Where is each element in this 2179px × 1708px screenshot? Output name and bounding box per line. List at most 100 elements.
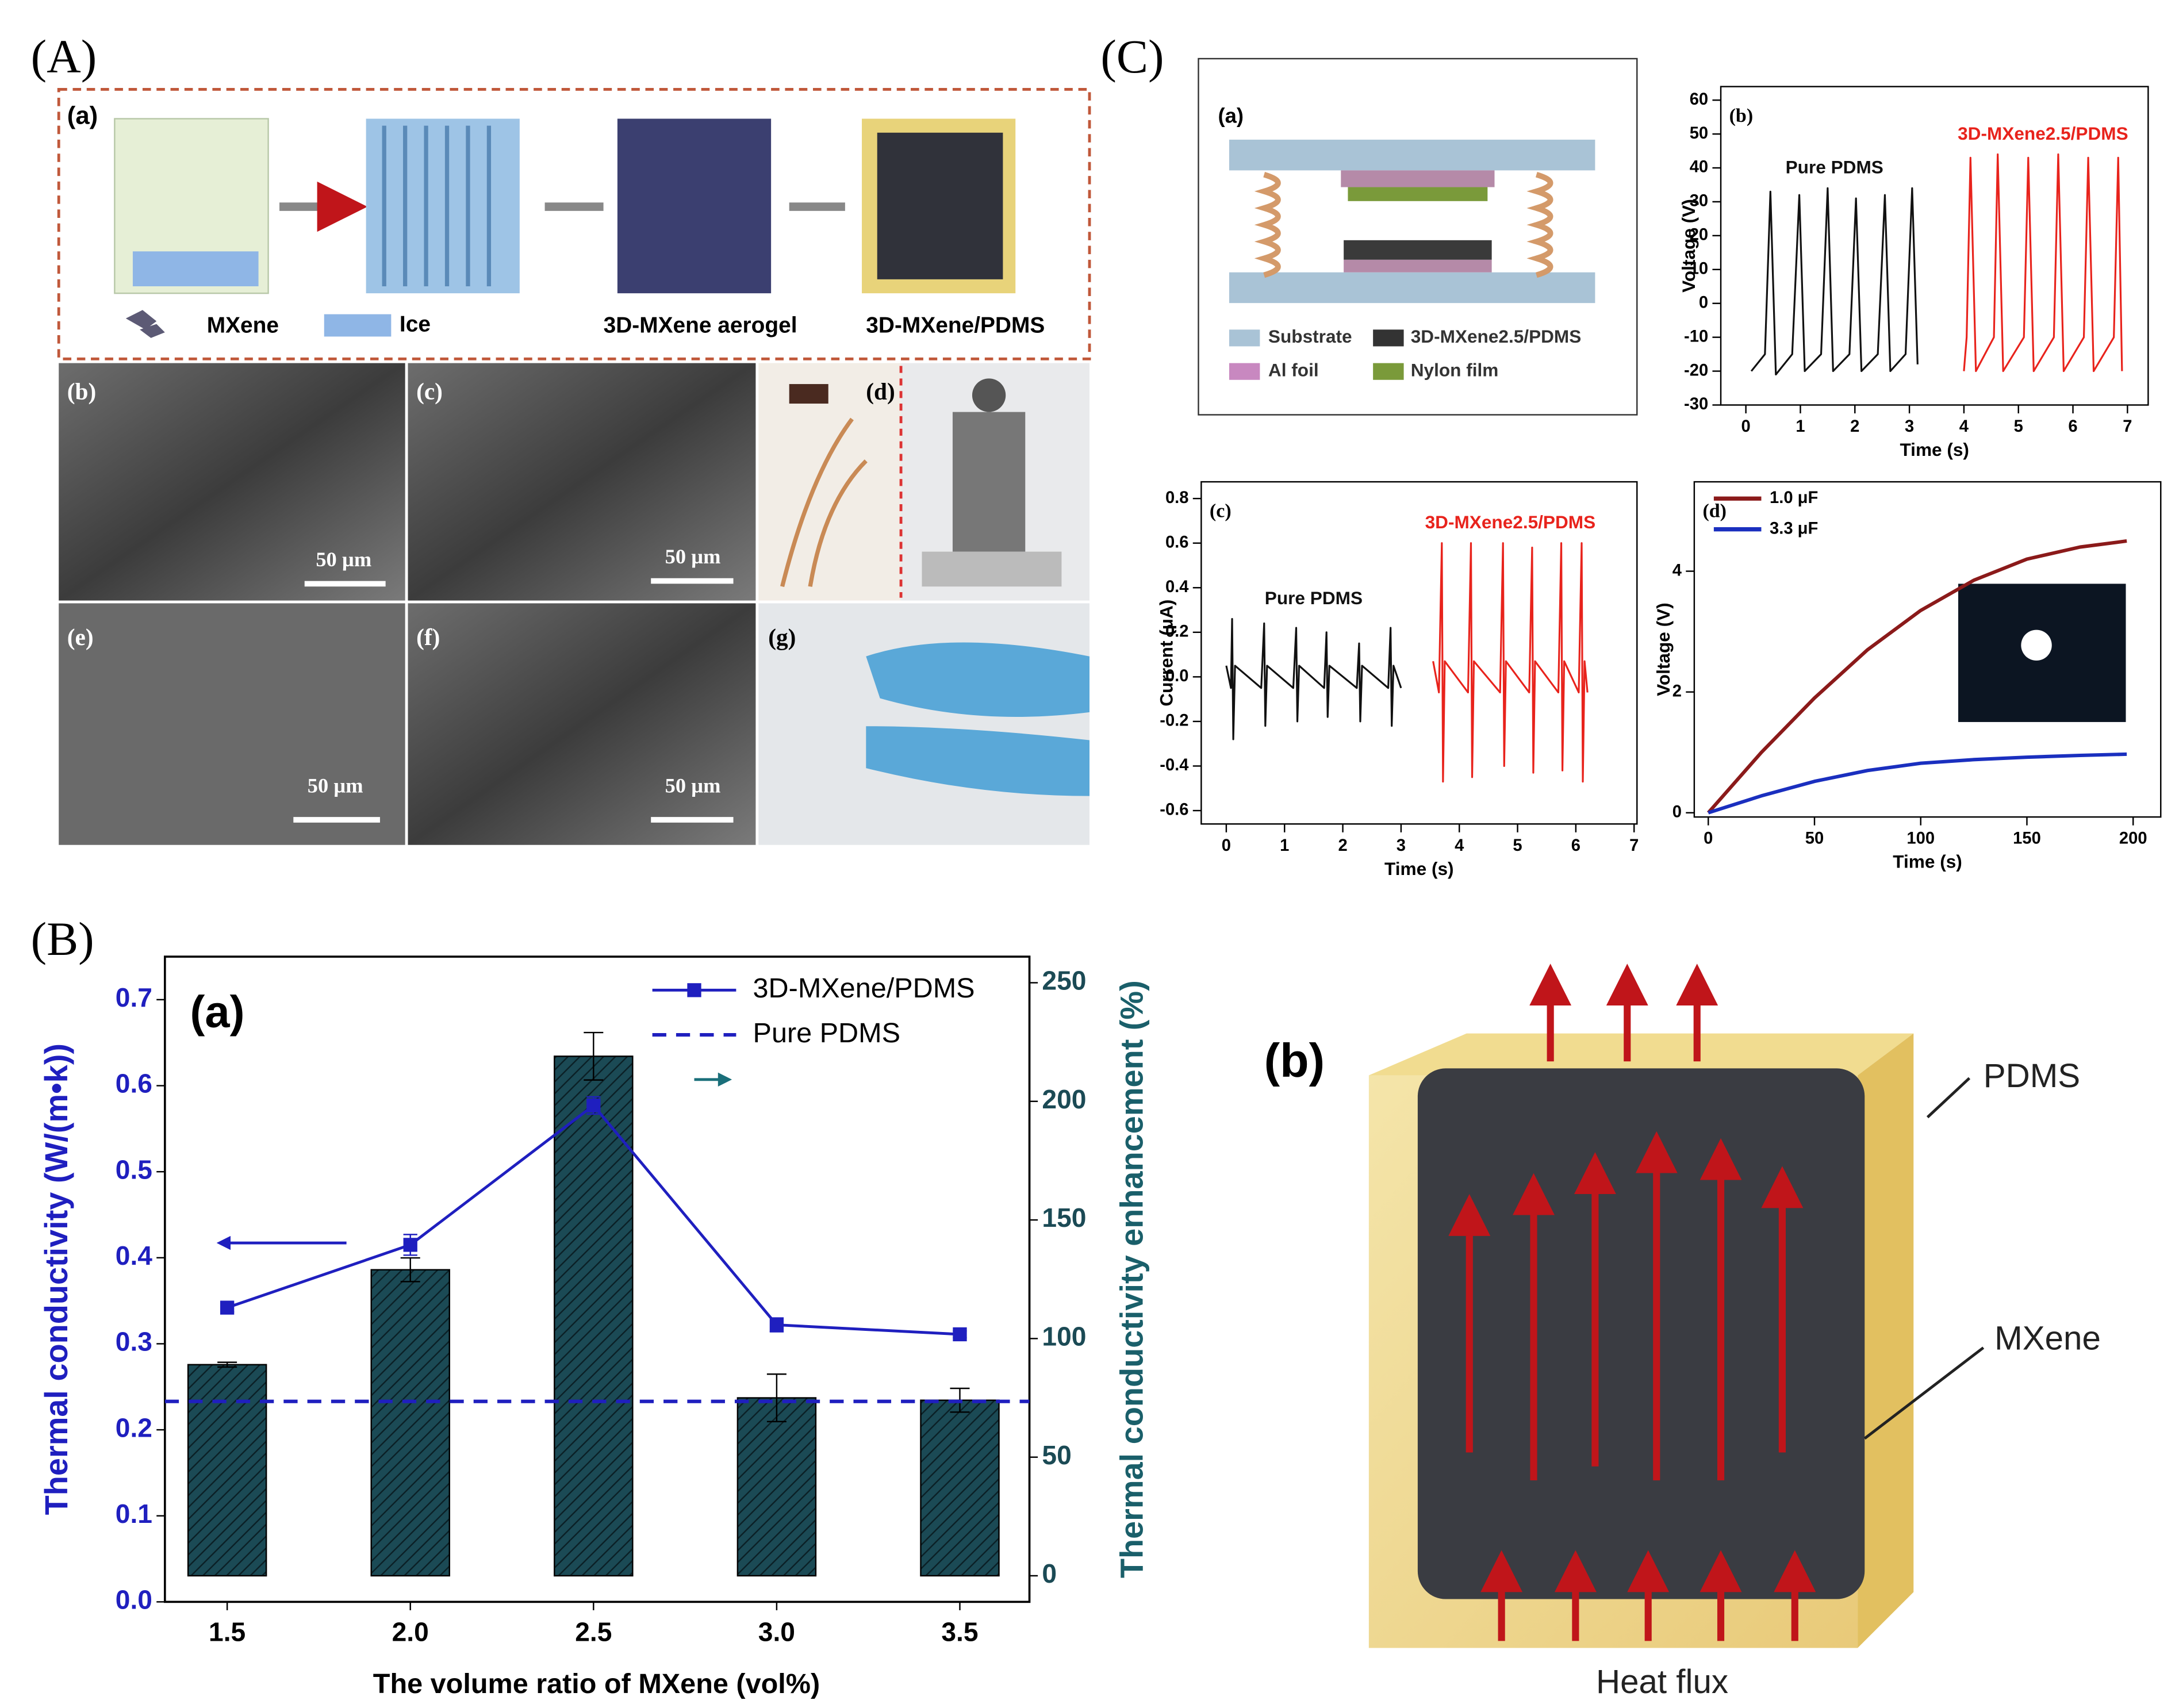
sub-label: (d)	[866, 378, 895, 405]
y-tick-label: 50	[1690, 124, 1708, 143]
y-tick-label: 0.4	[1165, 578, 1189, 596]
y-tick-label: 0.6	[1165, 533, 1189, 551]
x-tick-label: 3.5	[941, 1617, 978, 1646]
legend-swatch	[687, 983, 701, 997]
y2-tick-label: 200	[1042, 1084, 1086, 1114]
y-tick-label: -0.6	[1160, 801, 1188, 819]
y-tick-label: -0.4	[1160, 756, 1189, 774]
caption: Heat flux	[1596, 1663, 1728, 1701]
marker	[586, 1098, 601, 1113]
line	[1708, 752, 2127, 815]
x-tick-label: 150	[2013, 830, 2041, 848]
y-tick-label: 10	[1690, 260, 1708, 278]
y-tick-label: 60	[1690, 90, 1708, 109]
sub-label: (b)	[67, 378, 96, 405]
x-tick-label: 2	[1850, 417, 1859, 436]
sub-label: (a)	[67, 102, 98, 130]
x-tick-label: 3	[1397, 836, 1406, 855]
error-bar	[217, 1361, 237, 1368]
x-tick-label: 0	[1222, 836, 1231, 855]
y2-axis-label: Thermal conductivity enhancement (%)	[1114, 980, 1150, 1578]
x-tick-label: 3.0	[758, 1617, 795, 1646]
x-tick-label: 5	[1513, 836, 1522, 855]
y-tick-label: 30	[1690, 192, 1708, 210]
sub-label: (b)	[1264, 1034, 1325, 1087]
sub-label: (a)	[1218, 104, 1244, 128]
y-tick-label: -20	[1684, 361, 1708, 379]
error-bar	[766, 1373, 787, 1422]
y-tick-label: 0	[1699, 293, 1708, 312]
x-tick-label: 4	[1959, 417, 1969, 436]
micrographs	[59, 363, 1090, 845]
series-label: Pure PDMS	[1786, 157, 1883, 178]
y-tick-label: 0.8	[1165, 489, 1189, 507]
panel-label: (a)	[190, 988, 245, 1037]
legend-label: 3D-MXene/PDMS	[866, 313, 1045, 338]
x-tick-label: 2.5	[575, 1617, 612, 1646]
marker	[953, 1327, 967, 1342]
bar	[187, 1364, 267, 1577]
y-tick-label: 0.0	[1165, 667, 1189, 685]
plot-frame	[163, 955, 1031, 1603]
x-tick-label: 2.0	[392, 1617, 429, 1646]
x-tick-label: 1.5	[209, 1617, 245, 1646]
y-tick-label: 0.0	[116, 1585, 152, 1615]
error-bar	[584, 1031, 604, 1081]
plot-frame	[1720, 86, 2149, 406]
x-tick-label: 6	[2068, 417, 2077, 436]
sub-label: (g)	[768, 624, 796, 651]
series-label: 3D-MXene2.5/PDMS	[1958, 123, 2128, 144]
legend-label: 1.0 μF	[1770, 489, 1818, 507]
plot-frame	[1200, 481, 1638, 825]
scale-bar-label: 50 µm	[665, 545, 721, 568]
sub-label: (e)	[67, 624, 94, 651]
x-tick-label: 6	[1571, 836, 1580, 855]
y-axis-label: Current (μA)	[1156, 600, 1176, 707]
frame	[57, 88, 1091, 360]
y-tick-label: 20	[1690, 226, 1708, 244]
axis-arrows	[216, 1072, 732, 1250]
process-illustration	[114, 118, 1016, 338]
series-label: 3D-MXene2.5/PDMS	[1425, 512, 1596, 532]
y-tick-label: 0.7	[116, 982, 152, 1012]
y-axis-label: Voltage (V)	[1653, 602, 1674, 696]
y-tick-label: 0.5	[116, 1154, 152, 1184]
x-tick-label: 5	[2014, 417, 2023, 436]
line	[1963, 153, 2123, 373]
y-axis-label: Voltage (V)	[1678, 199, 1699, 293]
x-tick-label: 0	[1704, 830, 1713, 848]
x-tick-label: 1	[1796, 417, 1805, 436]
error-bar	[400, 1257, 420, 1283]
x-axis-label: Time (s)	[1384, 858, 1454, 879]
x-tick-label: 50	[1805, 830, 1824, 848]
x-tick-label: 100	[1906, 830, 1935, 848]
legend-label: 3D-MXene aerogel	[604, 313, 797, 338]
legend-label: MXene	[207, 313, 279, 338]
sub-label: (c)	[416, 378, 443, 405]
x-tick-label: 0	[1741, 417, 1751, 436]
panel-label: (c)	[1210, 500, 1232, 521]
x-tick-label: 200	[2119, 830, 2147, 848]
legend-label: Ice	[400, 312, 431, 336]
line	[1750, 187, 1919, 376]
line	[1225, 617, 1402, 740]
legend-label: 3.3 μF	[1770, 519, 1818, 538]
y-tick-label: -10	[1684, 327, 1708, 346]
y2-tick-label: 0	[1042, 1559, 1057, 1588]
x-tick-label: 3	[1905, 417, 1914, 436]
legend-label: 3D-MXene/PDMS	[753, 973, 975, 1004]
bar	[736, 1397, 817, 1577]
bar	[370, 1269, 450, 1577]
panel-label: (A)	[31, 30, 97, 83]
y-tick-label: 40	[1690, 158, 1708, 176]
y-tick-label: 0.2	[116, 1413, 152, 1442]
y-tick-label: 0.1	[116, 1499, 152, 1529]
x-tick-label: 7	[2123, 417, 2132, 436]
panel-label: (B)	[31, 912, 94, 965]
y2-tick-label: 100	[1042, 1322, 1086, 1352]
x-tick-label: 7	[1629, 836, 1639, 855]
y-tick-label: 0.4	[116, 1241, 152, 1271]
y-tick-label: 2	[1672, 682, 1682, 700]
legend-label: Pure PDMS	[753, 1018, 900, 1049]
